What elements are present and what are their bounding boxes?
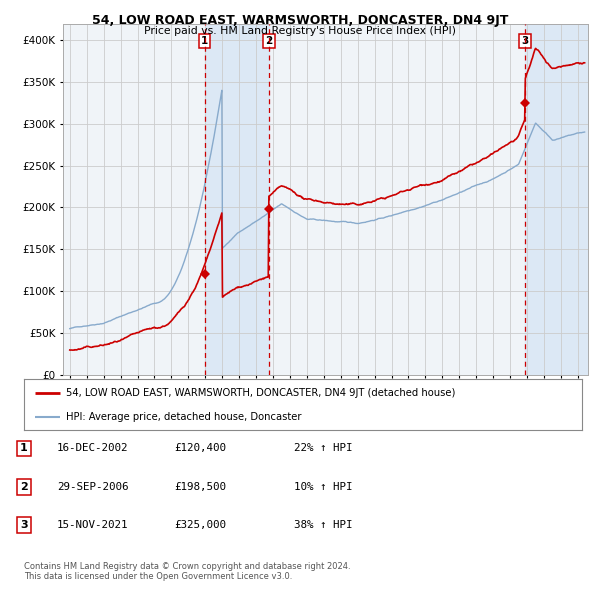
Text: 38% ↑ HPI: 38% ↑ HPI (294, 520, 353, 530)
Text: 3: 3 (521, 36, 529, 46)
Text: Contains HM Land Registry data © Crown copyright and database right 2024.
This d: Contains HM Land Registry data © Crown c… (24, 562, 350, 581)
Bar (205, 24, 269, 375)
Text: 2: 2 (265, 36, 272, 46)
Text: 54, LOW ROAD EAST, WARMSWORTH, DONCASTER, DN4 9JT (detached house): 54, LOW ROAD EAST, WARMSWORTH, DONCASTER… (66, 388, 455, 398)
Text: 2: 2 (20, 482, 28, 491)
Bar (525, 24, 588, 375)
Text: £325,000: £325,000 (174, 520, 226, 530)
Text: 29-SEP-2006: 29-SEP-2006 (57, 482, 128, 491)
Text: 15-NOV-2021: 15-NOV-2021 (57, 520, 128, 530)
Text: 16-DEC-2002: 16-DEC-2002 (57, 444, 128, 453)
Text: 10% ↑ HPI: 10% ↑ HPI (294, 482, 353, 491)
Text: 1: 1 (20, 444, 28, 453)
Text: 3: 3 (20, 520, 28, 530)
Text: 22% ↑ HPI: 22% ↑ HPI (294, 444, 353, 453)
Text: 1: 1 (201, 36, 208, 46)
Text: 54, LOW ROAD EAST, WARMSWORTH, DONCASTER, DN4 9JT: 54, LOW ROAD EAST, WARMSWORTH, DONCASTER… (92, 14, 508, 27)
Text: £198,500: £198,500 (174, 482, 226, 491)
Text: Price paid vs. HM Land Registry's House Price Index (HPI): Price paid vs. HM Land Registry's House … (144, 26, 456, 36)
Text: HPI: Average price, detached house, Doncaster: HPI: Average price, detached house, Donc… (66, 412, 301, 422)
Text: £120,400: £120,400 (174, 444, 226, 453)
